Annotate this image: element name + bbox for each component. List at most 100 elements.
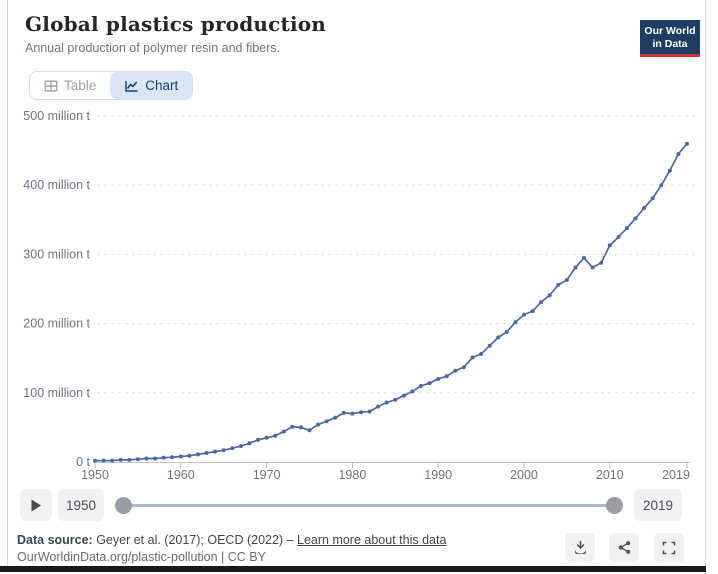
share-button[interactable] bbox=[609, 533, 639, 562]
data-point bbox=[582, 255, 586, 260]
data-point bbox=[444, 374, 449, 379]
x-tick-label: 1950 bbox=[81, 468, 109, 482]
data-point bbox=[427, 381, 432, 386]
data-point bbox=[316, 422, 321, 427]
share-icon bbox=[618, 541, 630, 554]
slider-handle-end[interactable] bbox=[606, 496, 623, 514]
x-axis-ticks bbox=[94, 462, 688, 468]
data-point bbox=[144, 456, 149, 461]
y-tick-label: 100 million t bbox=[23, 386, 90, 400]
page-title: Global plastics production bbox=[25, 12, 327, 36]
timeline-start-year[interactable]: 1950 bbox=[58, 489, 104, 521]
data-point bbox=[410, 389, 415, 394]
timeline-end-year[interactable]: 2019 bbox=[634, 489, 682, 521]
y-axis-labels: 0 t 100 million t 200 million t 300 million… bbox=[23, 109, 90, 469]
data-point bbox=[153, 456, 158, 461]
data-point bbox=[247, 441, 252, 446]
data-point bbox=[556, 282, 561, 287]
data-point bbox=[204, 451, 209, 455]
slider-track[interactable] bbox=[123, 503, 615, 507]
data-point bbox=[642, 206, 647, 210]
data-point bbox=[676, 152, 681, 157]
data-point bbox=[281, 429, 286, 434]
data-point bbox=[393, 397, 398, 402]
data-point bbox=[290, 424, 295, 429]
data-point bbox=[135, 457, 140, 462]
view-tabs: Table Chart bbox=[29, 71, 194, 100]
timeline-controls: 1950 2019 bbox=[0, 489, 697, 521]
data-point bbox=[599, 260, 604, 265]
data-point bbox=[461, 365, 466, 370]
tab-chart-label: Chart bbox=[145, 78, 179, 93]
data-point bbox=[522, 312, 526, 317]
x-tick-label: 1970 bbox=[253, 468, 281, 482]
data-point bbox=[359, 410, 363, 415]
x-tick-label: 1960 bbox=[167, 468, 195, 482]
data-point bbox=[161, 455, 166, 460]
data-point bbox=[659, 183, 664, 188]
x-tick-label: 1990 bbox=[424, 468, 452, 482]
data-point bbox=[93, 458, 97, 463]
x-tick-label: 2000 bbox=[510, 468, 538, 482]
timeline-slider[interactable] bbox=[115, 489, 623, 521]
data-point bbox=[487, 343, 492, 348]
download-button[interactable] bbox=[565, 533, 595, 562]
data-point bbox=[530, 309, 535, 314]
tab-table-label: Table bbox=[64, 78, 97, 93]
data-point bbox=[470, 355, 475, 360]
data-point bbox=[479, 352, 484, 356]
window-bottom-border bbox=[0, 566, 706, 572]
data-point bbox=[264, 435, 269, 440]
data-point bbox=[547, 293, 552, 298]
data-point bbox=[624, 226, 629, 231]
owid-logo[interactable]: Our World in Data bbox=[640, 20, 700, 57]
data-point bbox=[118, 457, 123, 462]
data-point bbox=[178, 454, 183, 459]
tab-chart[interactable]: Chart bbox=[110, 72, 193, 99]
slider-handle-start[interactable] bbox=[115, 496, 132, 514]
data-point bbox=[230, 446, 235, 451]
x-axis-labels: 1950 1960 1970 1980 1990 2000 2010 2019 bbox=[81, 468, 690, 482]
line-chart[interactable]: 0 t 100 million t 200 million t 300 million… bbox=[0, 98, 718, 484]
data-point bbox=[187, 453, 192, 458]
owid-logo-line1: Our World bbox=[644, 25, 696, 37]
y-gridlines bbox=[97, 115, 697, 394]
y-tick-label: 0 t bbox=[76, 455, 90, 469]
data-point bbox=[256, 437, 260, 442]
data-point bbox=[436, 377, 441, 381]
data-point bbox=[221, 448, 226, 453]
chart-subtitle: Annual production of polymer resin and f… bbox=[25, 41, 281, 55]
data-line bbox=[94, 142, 688, 462]
data-point bbox=[101, 458, 106, 463]
data-point bbox=[453, 368, 458, 373]
y-tick-label: 500 million t bbox=[23, 109, 90, 123]
data-point bbox=[350, 411, 355, 416]
window-left-border bbox=[7, 0, 8, 566]
fullscreen-button[interactable] bbox=[654, 533, 684, 562]
data-points bbox=[93, 141, 689, 463]
data-point bbox=[590, 265, 595, 270]
data-point bbox=[110, 458, 115, 463]
learn-more-link[interactable]: Learn more about this data bbox=[297, 533, 447, 547]
play-icon bbox=[31, 499, 41, 511]
data-source-line: Data source: Geyer et al. (2017); OECD (… bbox=[17, 533, 446, 547]
data-point bbox=[273, 433, 278, 438]
y-tick-label: 300 million t bbox=[23, 247, 90, 261]
data-point bbox=[170, 455, 175, 460]
data-point bbox=[607, 243, 612, 248]
data-point bbox=[513, 320, 518, 325]
data-point bbox=[667, 168, 672, 173]
tab-table[interactable]: Table bbox=[30, 72, 110, 99]
data-point bbox=[196, 452, 200, 457]
data-point bbox=[650, 196, 655, 201]
data-point bbox=[384, 400, 389, 405]
data-point bbox=[496, 335, 501, 340]
play-button[interactable] bbox=[20, 489, 52, 521]
table-icon bbox=[44, 79, 58, 93]
fullscreen-icon bbox=[662, 541, 676, 554]
grapher-card: Global plastics production Annual produc… bbox=[8, 0, 705, 566]
data-source-text: Geyer et al. (2017); OECD (2022) – bbox=[92, 533, 297, 547]
x-tick-label: 1980 bbox=[338, 468, 366, 482]
x-tick-label: 2019 bbox=[662, 468, 690, 482]
data-point bbox=[298, 425, 303, 430]
